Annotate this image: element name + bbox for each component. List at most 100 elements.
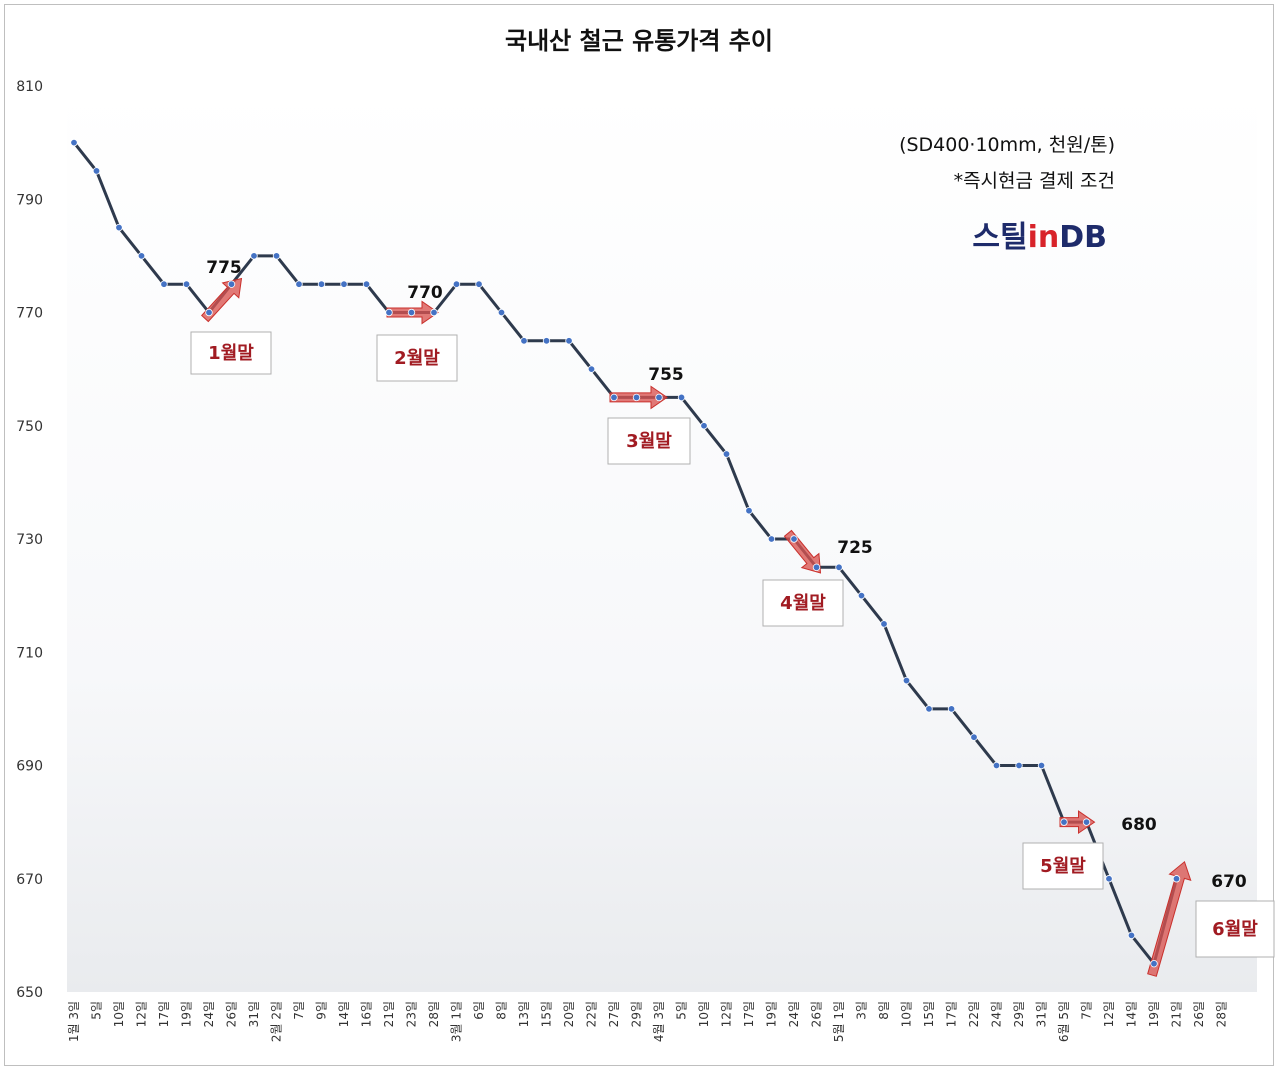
x-tick-label: 15일 [540,1001,554,1027]
x-tick-label: 10일 [900,1001,914,1027]
x-tick-label: 28일 [427,1001,441,1027]
x-tick-label: 10일 [112,1001,126,1027]
brand-part2: in [1028,220,1060,255]
condition-note: *즉시현금 결제 조건 [954,170,1115,192]
unit-note: (SD400·10mm, 천원/톤) [899,134,1115,156]
x-tick-label: 27일 [607,1001,621,1027]
data-point [115,223,123,232]
data-point [700,422,708,430]
x-axis-ticks: 1월 3일 5일 10일 12일 17일 19일 24일 26일 31일 2월 2일 7일 9일 14일… [67,1001,1229,1042]
arrow-icon [1059,810,1096,835]
value-label: 770 [407,283,443,303]
month-end-label: 4월말 [780,593,826,614]
data-point [902,676,911,685]
data-point [992,761,1001,770]
x-tick-label: 7일 [292,1001,306,1020]
x-tick-label: 2월 2일 [270,1001,284,1042]
x-tick-label: 20일 [562,1001,576,1027]
x-tick-label: 17일 [742,1001,756,1027]
y-tick-label: 710 [16,645,43,661]
x-tick-label: 31일 [247,1001,261,1027]
x-tick-label: 24일 [202,1001,216,1027]
month-end-box [376,334,458,382]
data-point [1082,818,1091,826]
x-tick-label: 19일 [180,1001,194,1027]
x-tick-label: 24일 [787,1001,801,1027]
data-point [722,450,731,458]
plot-background [67,87,1257,992]
month-end-box [607,417,691,465]
data-point [452,280,461,288]
x-tick-label: 12일 [1102,1001,1116,1027]
y-tick-label: 810 [16,79,43,95]
data-point [137,252,146,260]
x-tick-label: 19일 [1147,1001,1161,1027]
month-end-box [1195,900,1275,958]
month-end-label: 6월말 [1212,919,1258,940]
month-end-box [1022,842,1104,890]
x-tick-label: 6월 5일 [1057,1001,1071,1042]
value-label: 725 [837,538,873,558]
x-tick-label: 22일 [585,1001,599,1027]
month-end-label: 3월말 [626,431,672,452]
value-label: 670 [1211,872,1247,892]
x-tick-label: 29일 [1012,1001,1026,1027]
x-tick-label: 5일 [675,1001,689,1020]
value-label: 755 [648,365,684,385]
data-point [1150,959,1158,968]
y-tick-label: 750 [16,419,43,435]
data-point [250,252,258,260]
data-point [407,308,416,317]
x-tick-label: 21일 [1170,1001,1184,1027]
data-point [497,308,506,317]
x-tick-label: 23일 [405,1001,419,1027]
x-tick-label: 14일 [1125,1001,1139,1027]
x-tick-label: 9일 [315,1001,329,1020]
data-point [970,733,978,741]
y-tick-label: 730 [16,532,43,548]
data-point [295,280,303,288]
data-point [677,393,686,402]
chart-title: 국내산 철근 유통가격 추이 [505,27,773,55]
x-tick-label: 13일 [517,1001,531,1027]
line-chart: 국내산 철근 유통가격 추이 (SD400·10mm, 천원/톤) *즉시현금 … [16,27,1275,1042]
month-end-boxes: 1월말 2월말 3월말 4월말 5월말 6월말 [190,331,1275,958]
data-point [790,535,798,543]
data-point [1127,931,1136,940]
data-point [70,138,78,147]
data-point [182,280,191,288]
data-point [205,308,213,317]
x-tick-label: 31일 [1035,1001,1049,1027]
x-tick-label: 19일 [765,1001,779,1027]
data-point [655,393,663,402]
data-point [947,705,956,713]
x-tick-label: 12일 [135,1001,149,1027]
value-labels: 775 770 755 725 680 670 [206,258,1247,892]
x-tick-label: 14일 [337,1001,351,1027]
drop-lines [73,142,1178,992]
brand-part1: 스틸 [972,220,1027,255]
x-tick-label: 5월 1일 [832,1001,846,1042]
chart-frame: 국내산 철근 유통가격 추이 (SD400·10mm, 천원/톤) *즉시현금 … [4,4,1275,1066]
data-point [160,280,168,288]
data-point [857,591,866,600]
data-point [317,280,326,288]
data-point [385,308,393,317]
data-point [542,337,551,345]
data-point [880,620,888,628]
data-point [340,280,348,288]
x-tick-label: 22일 [967,1001,981,1027]
x-tick-label: 15일 [922,1001,936,1027]
month-end-label: 5월말 [1040,856,1086,877]
data-point [925,705,933,713]
data-point [565,337,573,345]
data-point [835,563,843,572]
x-tick-label: 26일 [225,1001,239,1027]
x-tick-label: 12일 [720,1001,734,1027]
arrow-icon [1147,860,1192,977]
data-point [227,280,236,288]
y-tick-label: 670 [16,872,43,888]
data-point [92,167,101,175]
month-end-label: 2월말 [394,348,440,369]
y-tick-label: 690 [16,759,43,775]
